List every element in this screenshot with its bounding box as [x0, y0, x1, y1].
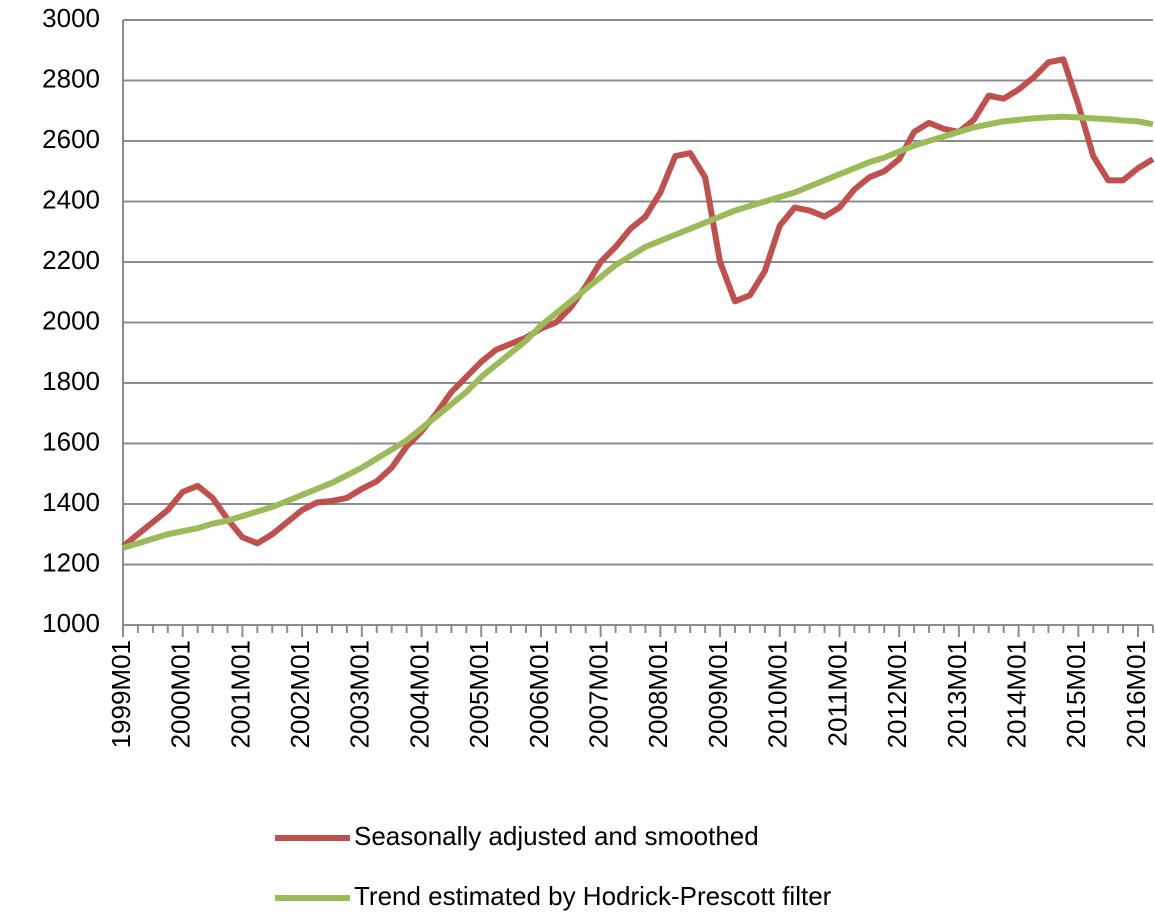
x-tick-label: 2011M01 [822, 640, 852, 747]
y-tick-label: 1000 [42, 608, 100, 638]
y-tick-label: 1600 [42, 426, 100, 456]
y-tick-label: 2400 [42, 184, 100, 214]
x-tick-label: 2002M01 [285, 640, 315, 748]
y-tick-label: 2000 [42, 305, 100, 335]
x-tick-label: 2001M01 [225, 640, 255, 748]
x-tick-label: 2004M01 [404, 640, 434, 748]
y-tick-label: 2200 [42, 245, 100, 275]
y-tick-label: 3000 [42, 3, 100, 33]
y-tick-label: 1400 [42, 487, 100, 517]
x-tick-label: 2000M01 [166, 640, 196, 748]
y-tick-label: 2600 [42, 124, 100, 154]
x-tick-label: 2008M01 [643, 640, 673, 748]
x-tick-label: 2016M01 [1121, 640, 1151, 748]
series-line [121, 56, 1155, 549]
x-tick-label: 2010M01 [763, 640, 793, 748]
x-tick-label: 2014M01 [1001, 640, 1031, 748]
x-tick-label: 2006M01 [524, 640, 554, 748]
x-tick-label: 2005M01 [464, 640, 494, 748]
x-tick-label: 2009M01 [703, 640, 733, 748]
x-tick-label: 2015M01 [1061, 640, 1091, 748]
y-tick-label: 1800 [42, 366, 100, 396]
x-tick-label: 2012M01 [882, 640, 912, 748]
x-tick-label: 2013M01 [942, 640, 972, 748]
y-tick-label: 1200 [42, 547, 100, 577]
legend-label: Trend estimated by Hodrick-Prescott filt… [354, 881, 832, 911]
y-tick-label: 2800 [42, 63, 100, 93]
series-line [122, 113, 1154, 551]
legend-label: Seasonally adjusted and smoothed [354, 821, 759, 851]
x-tick-label: 2007M01 [584, 640, 614, 748]
x-tick-label: 2003M01 [345, 640, 375, 748]
x-tick-label: 1999M01 [106, 640, 136, 748]
